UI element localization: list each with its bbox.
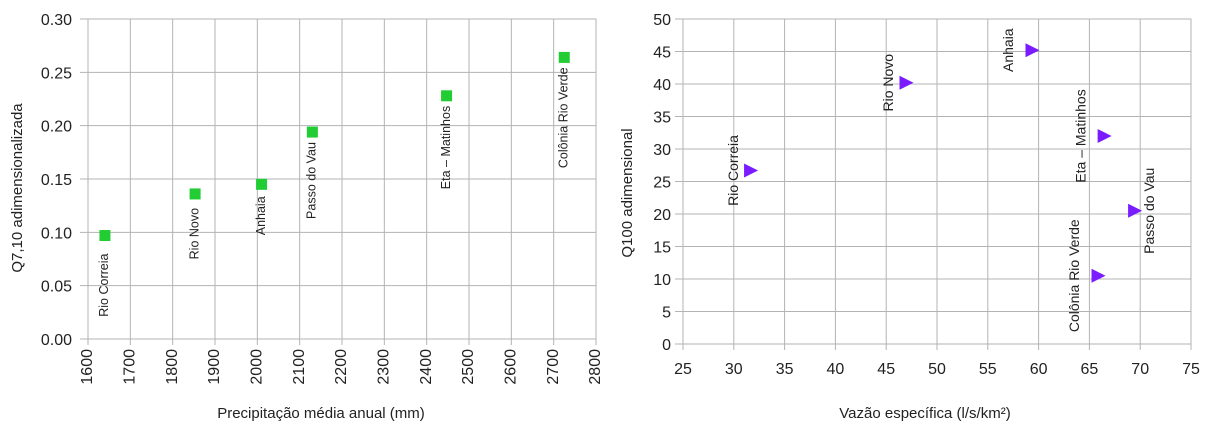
x-tick-label: 30 bbox=[725, 361, 743, 378]
x-tick-label: 2600 bbox=[503, 349, 520, 385]
chart-precipitation-q710: 1600 1700 1800 1900 2000 2100 2200 2300 2400 2500… bbox=[41, 12, 604, 385]
x-tick-label: 75 bbox=[1182, 361, 1200, 378]
point-label: Colônia Rio Verde bbox=[557, 67, 571, 168]
y-tick-label: 35 bbox=[653, 110, 671, 127]
y-tick-label: 0.30 bbox=[41, 12, 72, 29]
point-label: Anhaia bbox=[1000, 28, 1016, 72]
x-tick-label: 65 bbox=[1081, 361, 1099, 378]
y-tick-label: 45 bbox=[653, 45, 671, 62]
x-tick-label: 2700 bbox=[545, 349, 562, 385]
y-tick-label: 0.20 bbox=[41, 119, 72, 136]
plot-area bbox=[682, 18, 1192, 345]
y-tick-label: 10 bbox=[653, 272, 671, 289]
chart-specific-flow-q100: 25 30 35 40 45 50 55 60 65 70 75 0 5 10 15 20 25 30 35 40 45… bbox=[653, 12, 1200, 378]
y-tick-label: 0.15 bbox=[41, 172, 72, 189]
data-point bbox=[306, 126, 318, 138]
point-label: Colônia Rio Verde bbox=[1066, 219, 1082, 332]
plot-area bbox=[87, 18, 597, 340]
point-label: Rio Correia bbox=[725, 135, 741, 206]
data-point bbox=[1025, 43, 1040, 58]
y-tick-label: 40 bbox=[653, 77, 671, 94]
point-label: Eta – Matinhos bbox=[1072, 89, 1088, 182]
x-tick-label: 45 bbox=[877, 361, 895, 378]
right-y-axis-label: Q100 adimensional bbox=[619, 128, 636, 257]
point-label: Passo do Vau bbox=[1141, 168, 1157, 254]
x-tick-label: 1600 bbox=[79, 349, 96, 385]
x-tick-label: 35 bbox=[776, 361, 794, 378]
right-x-axis-label: Vazão específica (l/s/km²) bbox=[839, 405, 1010, 422]
x-tick-label: 2800 bbox=[587, 349, 604, 385]
x-tick-label: 2300 bbox=[376, 349, 393, 385]
y-tick-label: 20 bbox=[653, 207, 671, 224]
point-label: Rio Correia bbox=[97, 253, 111, 316]
data-point bbox=[744, 163, 759, 178]
point-label: Anhaia bbox=[254, 196, 268, 235]
y-tick-label: 0.00 bbox=[41, 332, 72, 349]
point-label: Eta – Matinhos bbox=[439, 106, 453, 189]
point-label: Rio Novo bbox=[880, 54, 896, 112]
x-tick-label: 70 bbox=[1131, 361, 1149, 378]
x-tick-label: 1800 bbox=[164, 349, 181, 385]
y-tick-label: 50 bbox=[653, 12, 671, 29]
x-tick-label: 2400 bbox=[418, 349, 435, 385]
y-tick-label: 15 bbox=[653, 240, 671, 257]
x-tick-label: 2000 bbox=[249, 349, 266, 385]
y-tick-label: 0.10 bbox=[41, 225, 72, 242]
x-tick-label: 1900 bbox=[206, 349, 223, 385]
y-tick-label: 0.05 bbox=[41, 279, 72, 296]
x-tick-label: 2200 bbox=[333, 349, 350, 385]
data-point bbox=[441, 90, 453, 102]
x-tick-label: 55 bbox=[979, 361, 997, 378]
left-x-axis-label: Precipitação média anual (mm) bbox=[217, 405, 425, 422]
point-label: Rio Novo bbox=[187, 208, 201, 259]
point-label: Passo do Vau bbox=[305, 142, 319, 219]
y-tick-label: 0.25 bbox=[41, 65, 72, 82]
x-tick-label: 25 bbox=[674, 361, 692, 378]
x-tick-label: 40 bbox=[827, 361, 845, 378]
data-point bbox=[558, 51, 570, 63]
data-point bbox=[189, 188, 201, 200]
data-point bbox=[1128, 203, 1143, 218]
data-point bbox=[1097, 129, 1112, 143]
x-tick-label: 2500 bbox=[460, 349, 477, 385]
data-point bbox=[99, 230, 111, 242]
x-tick-label: 50 bbox=[928, 361, 946, 378]
y-tick-label: 25 bbox=[653, 175, 671, 192]
x-tick-label: 2100 bbox=[291, 349, 308, 385]
y-tick-label: 5 bbox=[662, 305, 671, 322]
y-tick-label: 0 bbox=[662, 337, 671, 354]
y-tick-label: 30 bbox=[653, 142, 671, 159]
data-point bbox=[899, 75, 914, 90]
left-y-axis-label: Q7,10 adimensionalizada bbox=[9, 103, 26, 273]
data-point bbox=[256, 178, 268, 190]
x-tick-label: 60 bbox=[1030, 361, 1048, 378]
x-tick-label: 1700 bbox=[122, 349, 139, 385]
data-point bbox=[1091, 268, 1106, 283]
